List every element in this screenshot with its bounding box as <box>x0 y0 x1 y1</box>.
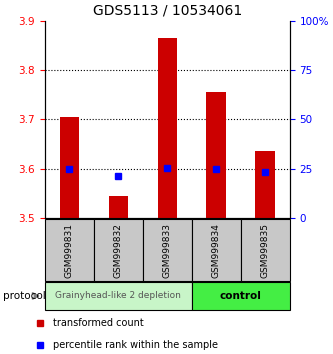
Bar <box>241 219 290 281</box>
Text: GSM999831: GSM999831 <box>65 223 74 278</box>
Bar <box>109 196 128 218</box>
Bar <box>60 117 79 218</box>
Text: Grainyhead-like 2 depletion: Grainyhead-like 2 depletion <box>55 291 181 301</box>
Title: GDS5113 / 10534061: GDS5113 / 10534061 <box>93 3 242 17</box>
Text: GSM999834: GSM999834 <box>212 223 221 278</box>
Text: protocol: protocol <box>3 291 46 301</box>
Text: percentile rank within the sample: percentile rank within the sample <box>53 339 218 350</box>
Bar <box>45 282 192 310</box>
Bar <box>206 92 226 218</box>
Text: control: control <box>220 291 262 301</box>
Bar <box>158 39 177 218</box>
Text: GSM999832: GSM999832 <box>114 223 123 278</box>
Bar <box>192 282 290 310</box>
Bar <box>45 219 94 281</box>
Text: transformed count: transformed count <box>53 318 144 329</box>
Text: GSM999833: GSM999833 <box>163 223 172 278</box>
Bar <box>255 152 275 218</box>
Bar <box>143 219 192 281</box>
Text: GSM999835: GSM999835 <box>261 223 270 278</box>
Bar <box>192 219 241 281</box>
Bar <box>94 219 143 281</box>
